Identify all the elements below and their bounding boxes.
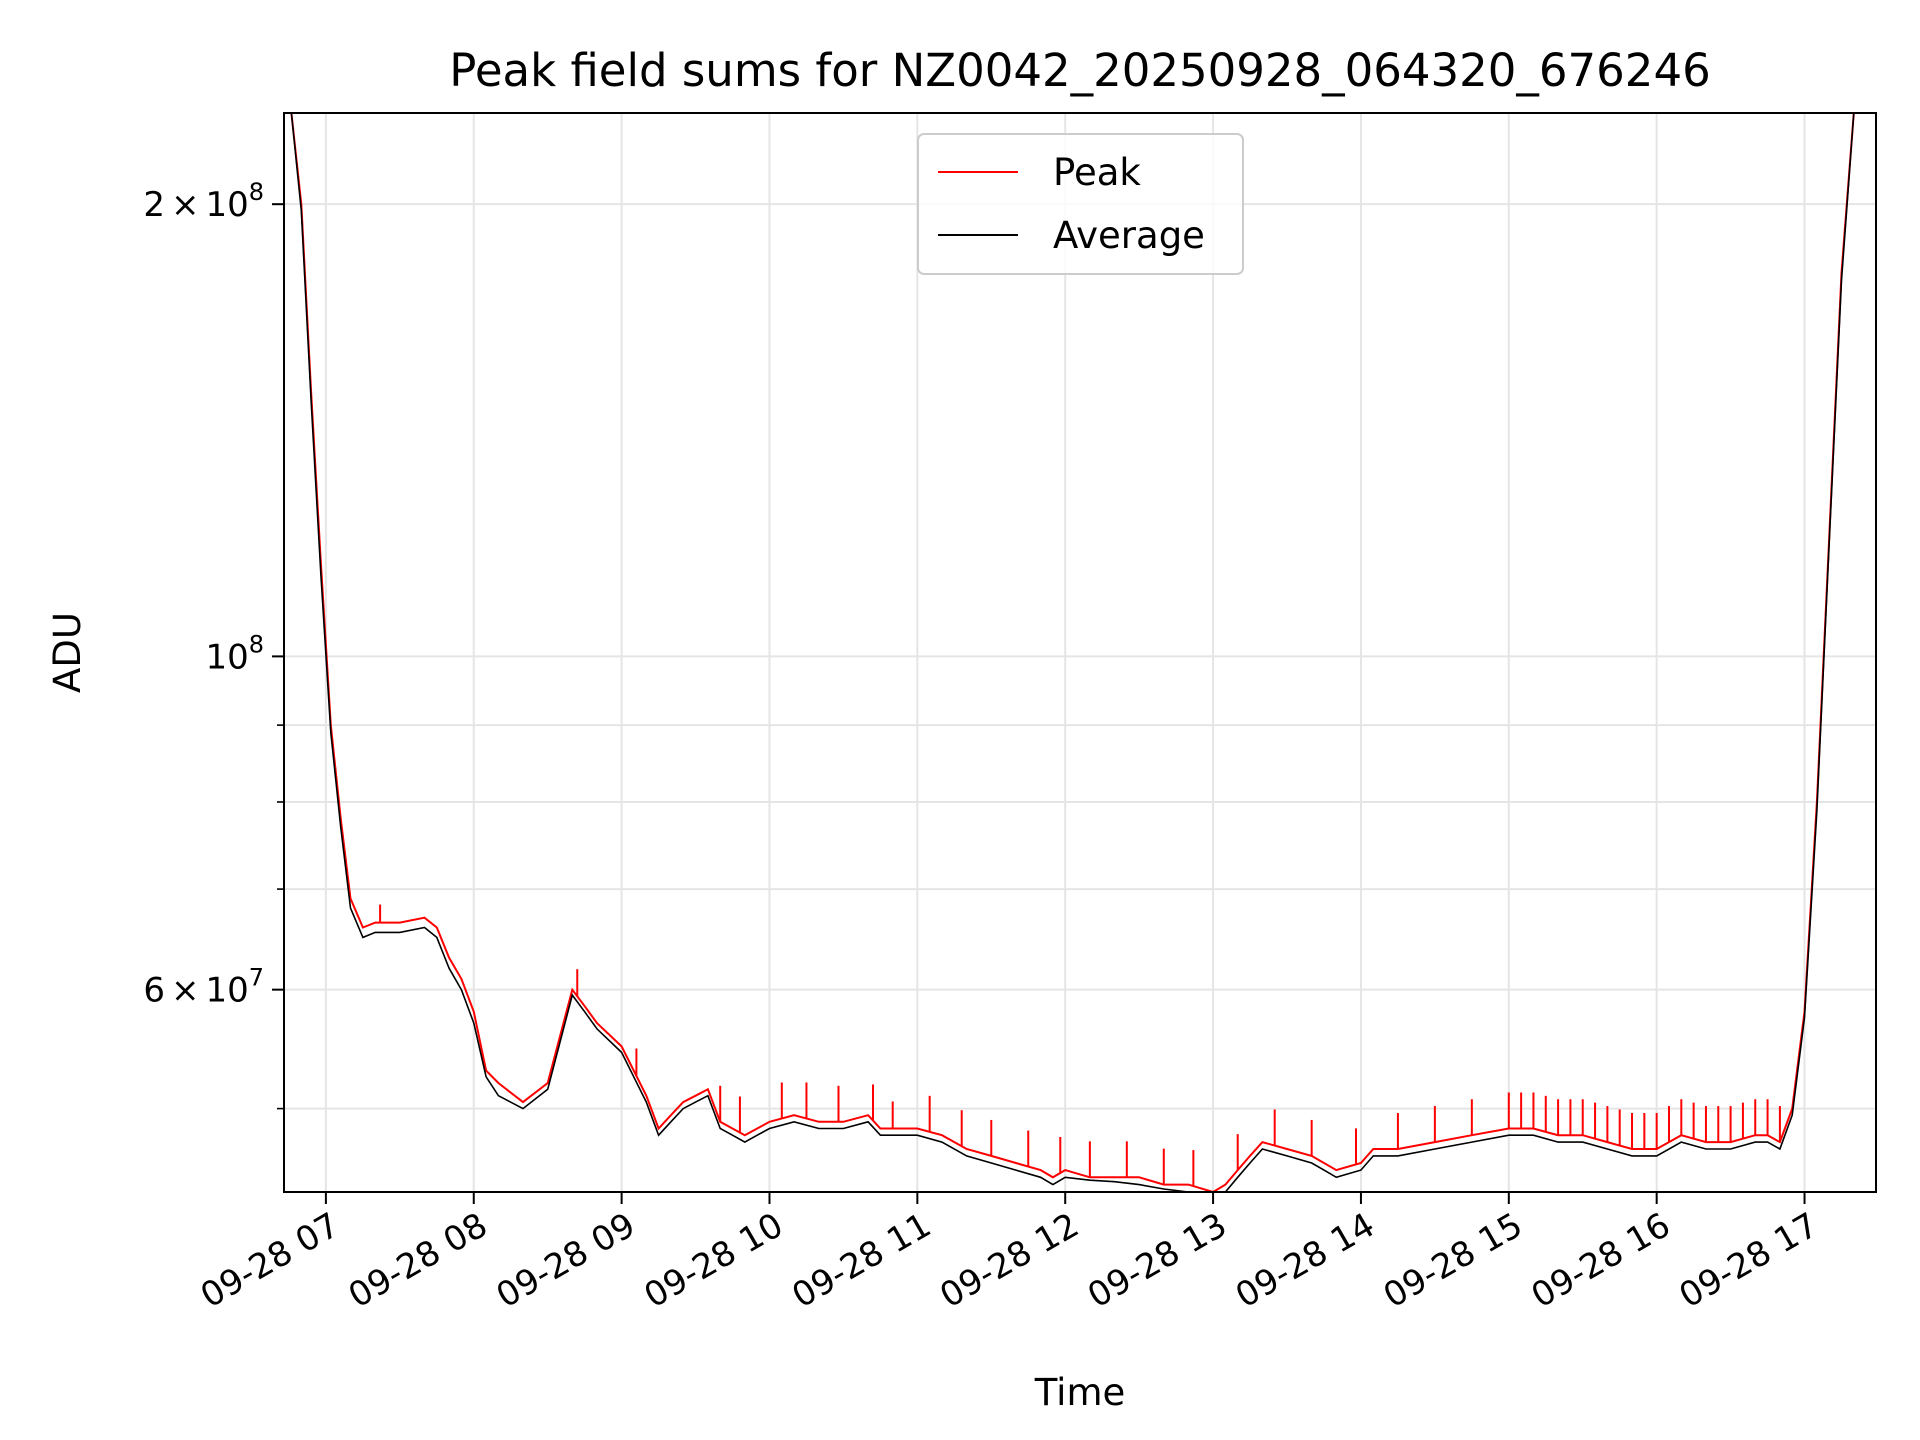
svg-text:6×107: 6 × 107: [143, 964, 264, 1011]
svg-text:108: 108: [205, 630, 264, 677]
y-tick-base: 10: [205, 637, 248, 677]
legend-label-average: Average: [1053, 214, 1205, 257]
series-line-average: [290, 113, 1855, 1192]
y-tick-exponent: 7: [249, 964, 264, 992]
y-axis-label: ADU: [46, 612, 89, 693]
y-tick-label: 2 × 108: [143, 178, 264, 225]
y-tick-mantissa: 2: [143, 185, 165, 225]
plot-series: [290, 113, 1855, 1192]
y-tick-times: ×: [171, 185, 200, 225]
x-axis-label: Time: [1034, 1371, 1126, 1414]
legend-box: [917, 133, 1244, 275]
svg-text:2×108: 2 × 108: [143, 178, 264, 225]
y-tick-mantissa: 6: [143, 971, 165, 1011]
y-tick-base: 10: [205, 971, 248, 1011]
y-tick-label: 6 × 107: [143, 964, 264, 1011]
legend: Peak Average: [917, 133, 1244, 275]
y-tick-times: ×: [171, 971, 200, 1011]
y-tick-label: 108: [205, 630, 264, 677]
axes-frame: [283, 112, 1877, 1193]
y-tick-base: 10: [205, 185, 248, 225]
legend-label-peak: Peak: [1053, 151, 1141, 194]
chart-title: Peak field sums for NZ0042_20250928_0643…: [449, 44, 1710, 97]
series-line-peak: [290, 113, 1855, 1192]
y-tick-exponent: 8: [249, 178, 264, 206]
y-tick-exponent: 8: [249, 630, 264, 658]
